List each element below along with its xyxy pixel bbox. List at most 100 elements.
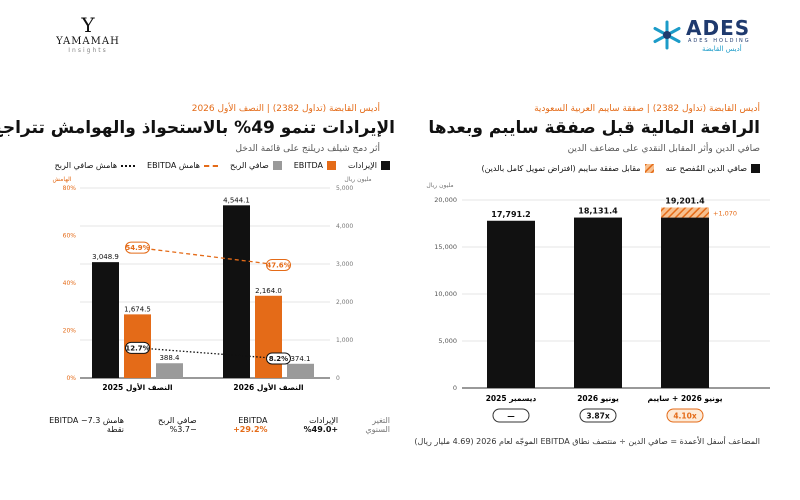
increment-label: +1,070 (713, 210, 737, 218)
growth-item-label: EBITDA (238, 416, 268, 425)
legend-label: صافي الدين المُفصح عنه (665, 164, 747, 173)
legend-dash-line (204, 164, 219, 167)
legend-item-net-margin: هامش صافي الربح (54, 161, 136, 170)
right-axis-title: مليون ريال (344, 176, 371, 183)
margin-label: 12.7% (125, 344, 149, 352)
y-tick-label: 5,000 (336, 185, 353, 192)
bar (223, 205, 250, 378)
multiple-label: — (507, 412, 515, 421)
y-tick-label: 20,000 (434, 196, 457, 204)
bar-value-label: 19,201.4 (665, 197, 705, 206)
category-label: النصف الأول 2025 (102, 383, 172, 392)
y-tick-label: 3,000 (336, 261, 353, 268)
legend-label: EBITDA (293, 161, 324, 170)
legend-swatch (751, 164, 760, 173)
legend-swatch (272, 161, 282, 170)
growth-item-net-profit: صافي الربح −3.7% (136, 416, 197, 434)
yamamah-sub: Insights (68, 47, 108, 54)
growth-item-label: الإيرادات (309, 416, 339, 425)
growth-item-value: +29.2% (233, 425, 268, 434)
growth-item-label: هامش EBITDA (49, 416, 125, 425)
y2-tick-label: 80% (63, 185, 77, 192)
income-chart: الهامش مليون ريال 0 1,000 2,000 3,000 4,000 5… (53, 176, 372, 392)
legend-label: هامش EBITDA (147, 161, 201, 170)
leverage-chart: مليون ريال 0 5,000 10,000 15,000 20,000 17,7… (426, 182, 770, 423)
leverage-axis-title: مليون ريال (426, 182, 453, 189)
bar-increment (661, 207, 709, 218)
net-margin-line (137, 347, 279, 360)
bar (287, 363, 314, 378)
ades-logo: ADES ADES HOLDING أديس القابضة (650, 14, 760, 56)
margin-label: 54.9% (125, 244, 149, 252)
growth-item-label: صافي الربح (157, 416, 197, 425)
left-description: أثر دمج شيلف دريلنج على قائمة الدخل (235, 144, 380, 154)
category-label: ديسمبر 2025 (486, 394, 537, 403)
y-tick-label: 1,000 (336, 337, 353, 344)
legend-swatch (381, 161, 390, 170)
growth-item-ebitda: EBITDA +29.2% (209, 416, 268, 434)
bar-value-label: 17,791.2 (491, 210, 530, 219)
ades-sub: ADES HOLDING (688, 38, 751, 44)
legend-item-net-profit: صافي الربح (230, 161, 282, 170)
y-tick-label: 0 (453, 384, 457, 392)
margin-label-pill (266, 352, 291, 365)
multiple-pill (579, 408, 617, 423)
category-label: النصف الأول 2026 (233, 383, 303, 392)
y-tick-label: 0 (336, 375, 340, 382)
y2-tick-label: 60% (63, 233, 77, 240)
bar-value-label: 4,544.1 (223, 196, 250, 204)
legend-item-net-debt: صافي الدين المُفصح عنه (666, 164, 760, 173)
category-label: يونيو 2026 (577, 394, 619, 403)
multiple-label: 3.87x (586, 412, 610, 421)
left-legend: الإيرادات EBITDA صافي الربح هامش EBITDA … (40, 161, 390, 170)
bar (255, 295, 282, 378)
y-tick-label: 4,000 (336, 223, 353, 230)
growth-item-value: −7.3 نقطة (80, 416, 125, 434)
right-title: الرافعة المالية قبل صفقة سايبم وبعدها (428, 118, 760, 138)
margin-label-pill (266, 258, 291, 271)
bar (574, 217, 622, 388)
bar (92, 262, 119, 378)
legend-item-ebitda: EBITDA (293, 161, 337, 170)
left-axis-title: الهامش (53, 176, 72, 183)
legend-dot-line (121, 164, 136, 167)
margin-label: 47.6% (266, 261, 290, 269)
multiple-pill (666, 408, 704, 423)
left-title: الإيرادات تنمو 49% بالاستحواذ والهوامش ت… (0, 118, 395, 138)
ades-snowflake-icon (653, 20, 681, 50)
bar-value-label: 18,131.4 (578, 207, 618, 216)
leverage-footnote: المضاعف أسفل الأعمدة = صافي الدين ÷ منتص… (414, 437, 760, 446)
right-subtitle: أديس القابضة (تداول 2382) | صفقة سايبم ا… (534, 104, 760, 114)
growth-row: التغير السنوي الإيرادات +49.0% EBITDA +2… (40, 416, 390, 434)
legend-item-ebitda-margin: هامش EBITDA (147, 161, 219, 170)
ades-arabic: أديس القابضة (702, 45, 742, 53)
bar (661, 217, 709, 388)
yamamah-glyph: Y (81, 13, 95, 37)
growth-label: التغير السنوي (365, 416, 390, 434)
bar (487, 220, 535, 388)
right-legend: صافي الدين المُفصح عنه مقابل صفقة سايبم … (410, 164, 760, 173)
growth-item-revenue: الإيرادات +49.0% (280, 416, 339, 434)
left-subtitle: أديس القابضة (تداول 2382) | النصف الأول … (191, 104, 380, 114)
legend-item-revenue: الإيرادات (348, 161, 390, 170)
legend-label: هامش صافي الربح (54, 161, 118, 170)
legend-hatch-swatch (644, 164, 654, 173)
legend-label: صافي الربح (230, 161, 269, 170)
ades-name: ADES (686, 16, 751, 40)
bar-value-label: 3,048.9 (92, 253, 119, 261)
yamamah-name: YAMAMAH (56, 36, 120, 47)
ebitda-margin-line (137, 246, 279, 266)
bar-value-label: 388.4 (159, 354, 180, 362)
margin-label-pill (125, 341, 150, 354)
bar-value-label: 1,674.5 (124, 305, 151, 313)
multiple-pill (492, 408, 530, 423)
y-tick-label: 10,000 (434, 290, 457, 298)
y-tick-label: 15,000 (434, 243, 457, 251)
bar (156, 363, 183, 378)
y2-tick-label: 40% (63, 280, 77, 287)
category-label: يونيو 2026 + سايبم (647, 394, 722, 403)
margin-label-pill (125, 241, 150, 254)
growth-item-ebitda-margin: هامش EBITDA −7.3 نقطة (40, 416, 124, 434)
margin-label: 8.2% (269, 355, 288, 363)
bar-value-label: 374.1 (290, 355, 310, 363)
